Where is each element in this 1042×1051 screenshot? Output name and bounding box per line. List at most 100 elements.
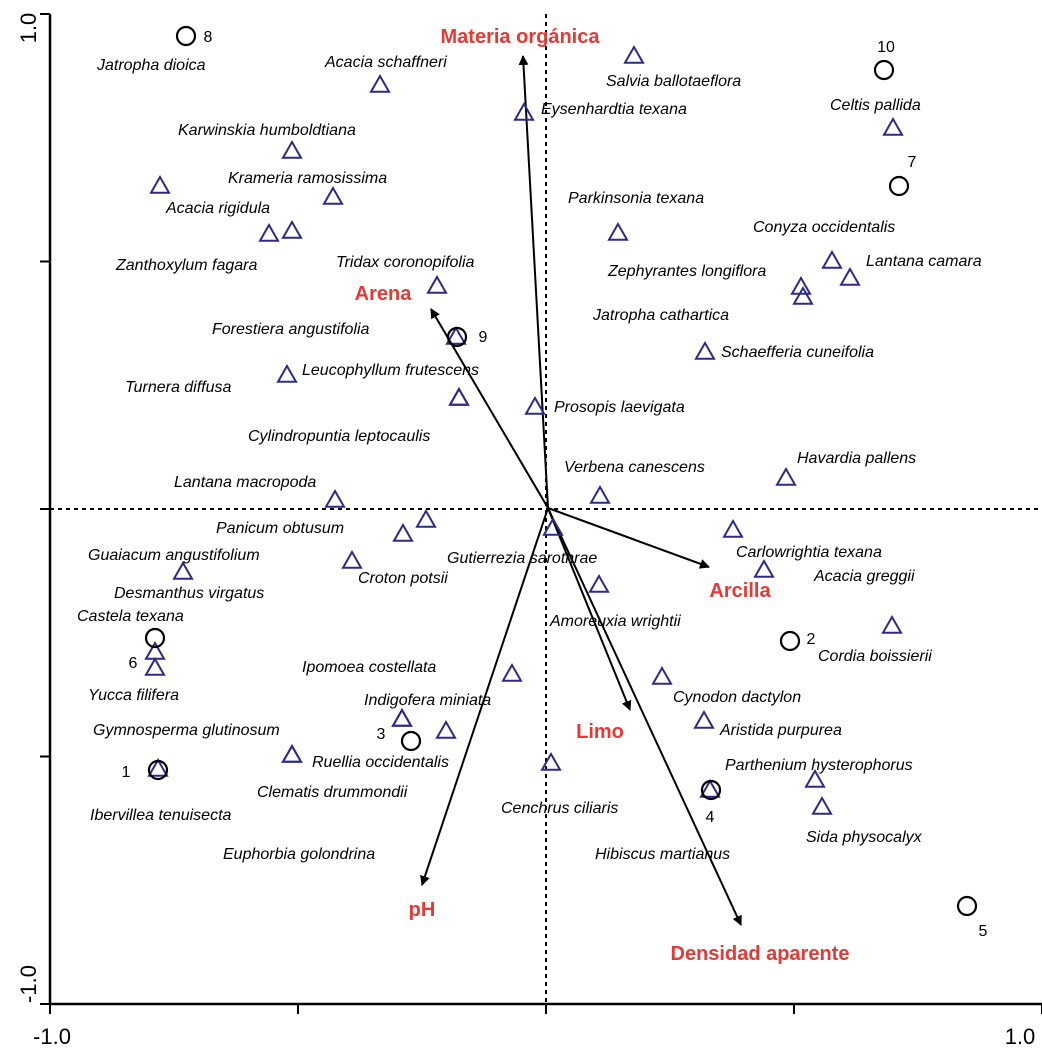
variable-vector (547, 507, 710, 569)
species-marker (341, 549, 363, 569)
species-label: Cordia boissierii (818, 648, 932, 665)
site-marker (873, 59, 895, 81)
species-label: Turnera diffusa (125, 379, 232, 396)
site-label: 5 (979, 923, 988, 940)
species-label: Leucophyllum frutescens (302, 362, 479, 379)
species-label: Croton potsii (358, 570, 448, 587)
species-marker (392, 522, 414, 542)
species-marker (281, 219, 303, 239)
species-label: Parkinsonia texana (568, 190, 704, 207)
species-label: Cenchrus ciliaris (501, 800, 618, 817)
species-label: Sida physocalyx (806, 829, 923, 846)
species-label: Aristida purpurea (719, 722, 842, 739)
species-label: Forestiera angustifolia (212, 321, 370, 338)
variable-label: Densidad aparente (671, 943, 850, 965)
species-label: Gutierrezia sarothrae (447, 550, 597, 567)
species-marker (281, 139, 303, 159)
site-label: 1 (122, 764, 131, 781)
variable-label: Materia orgánica (441, 26, 601, 48)
species-label: Yucca filifera (88, 687, 179, 704)
species-marker (542, 516, 564, 536)
species-label: Amoreuxia wrightii (549, 613, 681, 630)
species-marker (881, 614, 903, 634)
species-label: Verbena canescens (564, 459, 705, 476)
species-label: Acacia rigidula (165, 200, 270, 217)
species-marker (415, 508, 437, 528)
species-marker (588, 573, 610, 593)
site-marker (700, 779, 722, 801)
species-label: Parthenium hysterophorus (725, 757, 913, 774)
species-marker (258, 222, 280, 242)
species-marker (445, 325, 467, 345)
species-marker (426, 274, 448, 294)
site-label: 7 (908, 154, 917, 171)
site-marker (779, 630, 801, 652)
site-marker (446, 326, 468, 348)
species-marker (790, 275, 812, 295)
species-label: Salvia ballotaeflora (606, 73, 741, 90)
variable-label: Arcilla (709, 580, 771, 602)
species-marker (448, 386, 470, 406)
species-label: Gymnosperma glutinosum (93, 722, 280, 739)
species-label: Zephyrantes longiflora (607, 263, 766, 280)
species-label: Carlowrightia texana (736, 544, 882, 561)
species-label: Lantana camara (866, 253, 982, 270)
site-marker (400, 730, 422, 752)
axes: -1.0 1.0 1.0 -1.0 (16, 13, 1042, 1049)
species-label: Zanthoxylum fagara (115, 257, 258, 274)
variable-label: Arena (355, 283, 413, 305)
species-label: Guaiacum angustifolium (88, 547, 260, 564)
species-label: Cynodon dactylon (673, 689, 801, 706)
y-tick-label: -1.0 (16, 965, 41, 1003)
site-label: 10 (877, 39, 895, 56)
species-marker (804, 768, 826, 788)
species-marker (435, 719, 457, 739)
species-label: Karwinskia humboldtiana (178, 122, 356, 139)
site-label: 3 (377, 726, 386, 743)
species-marker (391, 707, 413, 727)
species-label: Ruellia occidentalis (312, 754, 449, 771)
site-label: 8 (204, 29, 213, 46)
species-label: Acacia greggii (813, 568, 915, 585)
species-marker (147, 757, 169, 777)
species-marker (149, 174, 171, 194)
species-label: Lantana macropoda (174, 474, 316, 491)
species-label: Euphorbia golondrina (223, 846, 375, 863)
species-marker (369, 73, 391, 93)
site-marker (175, 25, 197, 47)
species-label: Jatropha dioica (96, 57, 206, 74)
species-label: Acacia schaffneri (324, 54, 447, 71)
species-label: Conyza occidentalis (753, 219, 895, 236)
species-label: Castela texana (77, 608, 184, 625)
x-tick-label: 1.0 (1005, 1024, 1036, 1049)
site-marker (956, 895, 978, 917)
species-label: Krameria ramosissima (228, 170, 387, 187)
species-marker (281, 743, 303, 763)
species-marker (792, 285, 814, 305)
y-tick-label: 1.0 (16, 13, 41, 44)
species-label: Schaefferia cuneifolia (721, 344, 874, 361)
species-marker (811, 795, 833, 815)
species-marker (448, 386, 470, 406)
species-marker (775, 466, 797, 486)
species-label: Eysenhardtia texana (541, 101, 687, 118)
site-label: 4 (706, 809, 715, 826)
species-label: Prosopis laevigata (554, 399, 685, 416)
x-tick-label: -1.0 (33, 1024, 71, 1049)
species-points (144, 44, 904, 815)
species-label: Ipomoea costellata (302, 659, 436, 676)
species-marker (722, 518, 744, 538)
species-marker (882, 116, 904, 136)
species-label: Jatropha cathartica (592, 307, 729, 324)
species-label: Havardia pallens (797, 450, 916, 467)
species-marker (607, 221, 629, 241)
species-label: Ibervillea tenuisecta (90, 807, 232, 824)
species-marker (524, 395, 546, 415)
site-points (144, 25, 978, 917)
variable-vector (420, 507, 549, 886)
species-marker (699, 778, 721, 798)
species-marker (623, 44, 645, 64)
species-marker (281, 743, 303, 763)
species-marker (513, 101, 535, 121)
site-label: 2 (807, 631, 816, 648)
